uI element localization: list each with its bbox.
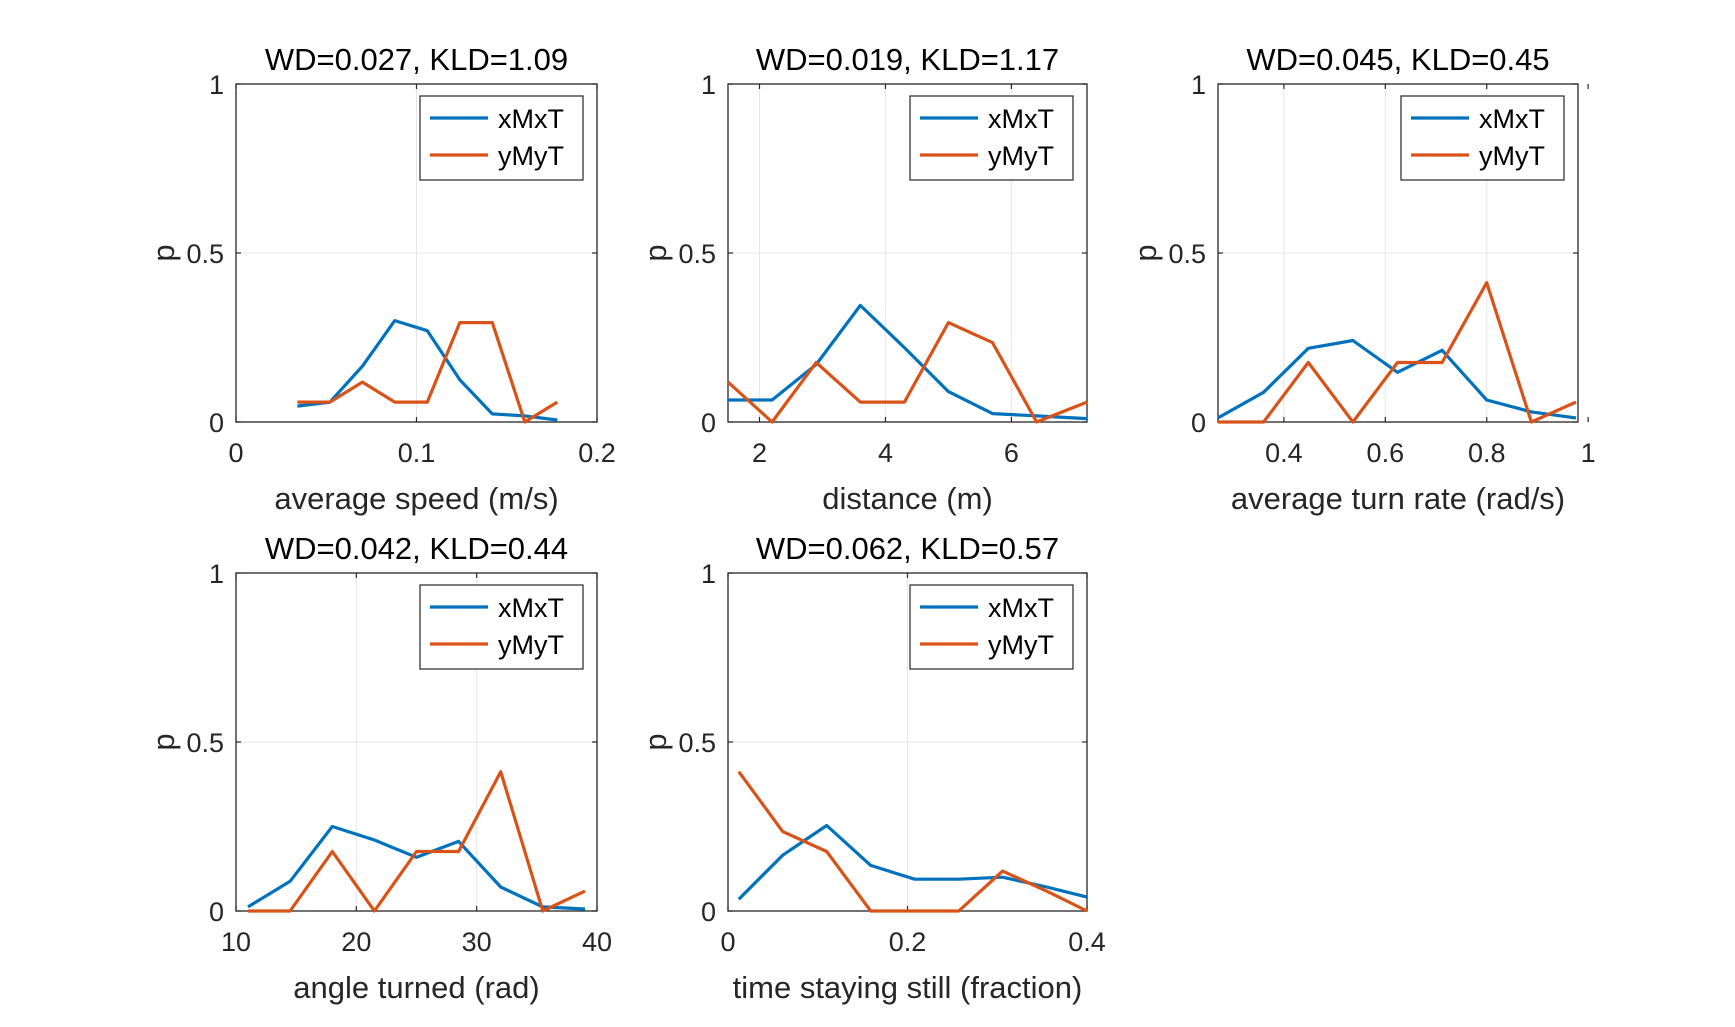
legend: xMxT yMyT — [909, 584, 1074, 670]
subplot-4: 10 20 30 40 0 0.5 1 WD=0.042, KLD=0.44 angle tur… — [146, 531, 612, 1005]
legend: xMxT yMyT — [419, 584, 584, 670]
x-tick-label: 0 — [228, 438, 243, 468]
y-tick-label: 0 — [209, 897, 224, 927]
series-line-xMxT — [728, 303, 1088, 421]
subplot-1: 0 0.1 0.2 0 0.5 1 WD=0.027, KLD=1.09 average sp… — [146, 42, 616, 516]
panel-title: WD=0.019, KLD=1.17 — [756, 42, 1059, 77]
legend-box — [419, 95, 584, 181]
legend-box — [419, 584, 584, 670]
y-tick-label: 0.5 — [678, 239, 716, 269]
x-tick-label: 0.2 — [578, 438, 616, 468]
x-tick-label: 4 — [878, 438, 893, 468]
legend-label-yMyT: yMyT — [1479, 141, 1545, 171]
legend-label-yMyT: yMyT — [498, 630, 564, 660]
y-tick-label: 0 — [701, 408, 716, 438]
legend-box — [909, 95, 1074, 181]
legend-label-xMxT: xMxT — [988, 593, 1054, 623]
series-line-yMyT — [1218, 281, 1577, 424]
x-tick-label: 6 — [1004, 438, 1019, 468]
legend-label-yMyT: yMyT — [988, 141, 1054, 171]
series-line-xMxT — [1217, 338, 1577, 420]
subplot-2: 2 4 6 0 0.5 1 WD=0.019, KLD=1.17 distance (m) p x… — [638, 42, 1088, 516]
x-axis-label: average turn rate (rad/s) — [1231, 481, 1565, 516]
y-tick-label: 0.5 — [186, 728, 224, 758]
series-line-yMyT — [726, 321, 1088, 424]
series-line-xMxT — [247, 824, 586, 911]
x-axis-label: average speed (m/s) — [274, 481, 558, 516]
x-tick-label: 0.4 — [1068, 927, 1106, 957]
y-axis-label: p — [638, 244, 673, 261]
subplot-5: 0 0.2 0.4 0 0.5 1 WD=0.062, KLD=0.57 time stayi… — [638, 531, 1106, 1005]
y-tick-label: 0.5 — [186, 239, 224, 269]
x-tick-label: 0.1 — [398, 438, 436, 468]
legend: xMxT yMyT — [909, 95, 1074, 181]
legend-label-yMyT: yMyT — [498, 141, 564, 171]
x-tick-label: 0.8 — [1468, 438, 1506, 468]
series-line-xMxT — [297, 319, 558, 422]
subplot-3: 0.4 0.6 0.8 1 0 0.5 1 WD=0.045, KLD=0.45 average… — [1128, 42, 1596, 516]
panel-title: WD=0.045, KLD=0.45 — [1246, 42, 1549, 77]
legend-box — [1400, 95, 1565, 181]
x-tick-label: 10 — [221, 927, 251, 957]
legend-label-xMxT: xMxT — [988, 104, 1054, 134]
x-tick-label: 40 — [582, 927, 612, 957]
y-axis-label: p — [1128, 244, 1163, 261]
y-tick-label: 1 — [209, 559, 224, 589]
y-tick-label: 1 — [1191, 70, 1206, 100]
y-axis-label: p — [146, 733, 181, 750]
y-axis-label: p — [638, 733, 673, 750]
x-tick-label: 0 — [720, 927, 735, 957]
y-tick-label: 0.5 — [1168, 239, 1206, 269]
legend-label-xMxT: xMxT — [1479, 104, 1545, 134]
x-tick-label: 30 — [462, 927, 492, 957]
x-tick-label: 0.6 — [1367, 438, 1405, 468]
x-tick-label: 0.4 — [1265, 438, 1303, 468]
x-tick-label: 1 — [1581, 438, 1596, 468]
x-axis-label: time staying still (fraction) — [733, 970, 1083, 1005]
legend-label-xMxT: xMxT — [498, 104, 564, 134]
legend-label-xMxT: xMxT — [498, 593, 564, 623]
legend-box — [909, 584, 1074, 670]
y-tick-label: 1 — [701, 70, 716, 100]
y-tick-label: 0 — [209, 408, 224, 438]
y-tick-label: 0 — [701, 897, 716, 927]
series-line-yMyT — [737, 770, 1088, 913]
x-tick-label: 0.2 — [889, 927, 927, 957]
x-tick-label: 20 — [341, 927, 371, 957]
y-tick-label: 0.5 — [678, 728, 716, 758]
y-tick-label: 1 — [701, 559, 716, 589]
x-axis-label: angle turned (rad) — [293, 970, 539, 1005]
legend: xMxT yMyT — [419, 95, 584, 181]
legend-label-yMyT: yMyT — [988, 630, 1054, 660]
y-tick-label: 0 — [1191, 408, 1206, 438]
panel-title: WD=0.042, KLD=0.44 — [265, 531, 568, 566]
x-axis-label: distance (m) — [822, 481, 993, 516]
series-line-yMyT — [297, 321, 559, 424]
panel-title: WD=0.062, KLD=0.57 — [756, 531, 1059, 566]
y-tick-label: 1 — [209, 70, 224, 100]
legend: xMxT yMyT — [1400, 95, 1565, 181]
y-axis-label: p — [146, 244, 181, 261]
x-tick-label: 2 — [752, 438, 767, 468]
panel-title: WD=0.027, KLD=1.09 — [265, 42, 568, 77]
series-line-yMyT — [248, 770, 586, 913]
